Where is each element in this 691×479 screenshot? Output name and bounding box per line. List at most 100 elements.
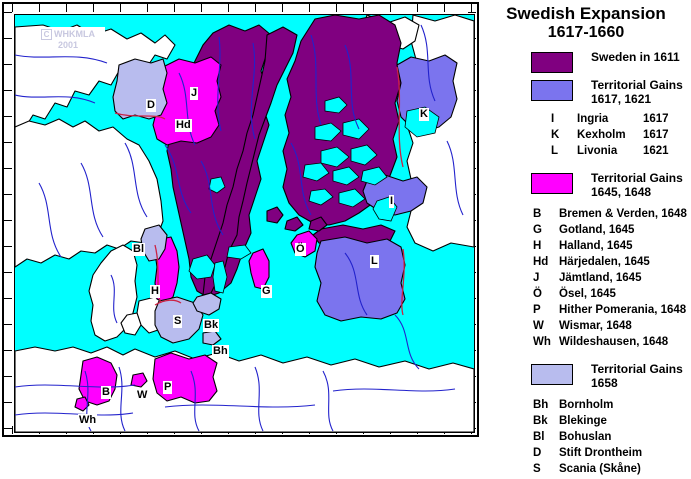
lake-finland-2 (314, 122, 342, 142)
border-halland (154, 244, 162, 304)
legend-abbrev-name: Wismar, 1648 (559, 320, 632, 332)
river-russia-1 (420, 24, 436, 102)
lake-finland-9 (308, 188, 334, 206)
border-sweden-russia (396, 66, 404, 168)
legend-abbrev-code: W (533, 320, 544, 332)
legend-abbrev-p: P Hither Pomerania, 1648 (481, 304, 691, 320)
river-finland-1 (310, 34, 322, 126)
rivers (15, 24, 464, 432)
legend-abbrev-d: D Stift Drontheim (481, 447, 691, 463)
map-label-p: P (163, 381, 173, 394)
map-label-w: W (136, 389, 149, 402)
river-elbe (118, 366, 126, 432)
legend-abbrev-bk: Bk Blekinge (481, 415, 691, 431)
legend-swatch-sublabel-gains1658: 1658 (591, 376, 618, 390)
river-north-1 (15, 54, 108, 64)
lake-finland-6 (302, 162, 330, 182)
tick-top (228, 4, 229, 12)
territory-aland-islands (266, 206, 284, 224)
legend-abbrev-: Ö Ösel, 1645 (481, 288, 691, 304)
lake-finland-1 (324, 96, 348, 114)
river-norway-2 (80, 162, 104, 238)
lake-finland-3 (342, 118, 370, 140)
tick-top (93, 4, 94, 12)
tick-left (4, 350, 12, 351)
legend-abbrev-name: Halland, 1645 (559, 240, 633, 252)
map-outer-frame: D J Hd K I L Ö Bl H G S Bk Bh B W P Wh C WHKMLA 2001 (2, 2, 479, 437)
tick-top (390, 4, 391, 12)
legend-entry-gains1617: Territorial Gains 1617, 1621 (481, 78, 691, 112)
legend-swatch-label-gains1645: Territorial Gains (591, 171, 683, 185)
river-scand-2 (250, 42, 256, 140)
legend-abbrev-code: Ö (533, 288, 542, 300)
legend-abbrev-bl: Bl Bohuslan (481, 431, 691, 447)
legend-abbrev-code: P (533, 304, 541, 316)
river-niemen (322, 370, 334, 432)
territory-archipelago-islet-1 (284, 216, 304, 232)
tick-top (201, 4, 202, 12)
map-label-l: L (370, 255, 379, 268)
tick-right (468, 12, 476, 13)
legend-abbrev-name: Kexholm (577, 129, 626, 141)
legend-abbrev-code: S (533, 463, 541, 475)
legend-abbrev-name: Jämtland, 1645 (559, 272, 642, 284)
tick-top (444, 4, 445, 12)
tick-left (4, 272, 12, 273)
legend-abbrev-code: Bk (533, 415, 548, 427)
legend-abbrev-name: Stift Drontheim (559, 447, 643, 459)
river-finland-2 (344, 44, 360, 130)
legend-abbrev-name: Livonia (577, 145, 618, 157)
watermark-year: 2001 (57, 40, 79, 51)
legend-abbrev-wh: Wh Wildeshausen, 1648 (481, 336, 691, 352)
lake-vanern (188, 254, 216, 280)
legend-abbrev-year: 1617 (643, 129, 669, 141)
legend-abbrev-name: Wildeshausen, 1648 (559, 336, 669, 348)
lake-ladoga (404, 106, 440, 138)
map-vector (15, 15, 474, 432)
tick-left (4, 38, 12, 39)
legend-abbrev-code: Bl (533, 431, 545, 443)
legend-swatch-sublabel-gains1645: 1645, 1648 (591, 185, 652, 199)
tick-top (282, 4, 283, 12)
legend-abbrev-code: K (551, 129, 560, 141)
map-label-bl: Bl (132, 243, 145, 256)
map-label-hd: Hd (175, 119, 192, 132)
territory-blekinge-1658 (192, 292, 222, 316)
legend-swatch-sublabel-gains1617: 1617, 1621 (591, 92, 652, 106)
map-label-h: H (150, 285, 160, 298)
legend-abbrev-w: W Wismar, 1648 (481, 320, 691, 336)
legend-entry-gains1645: Territorial Gains 1645, 1648 (481, 171, 691, 205)
legend-abbrev-code: J (533, 272, 540, 284)
river-scand-5 (200, 160, 224, 236)
tick-left (4, 64, 12, 65)
legend-swatch-label-sweden1611: Sweden in 1611 (591, 50, 680, 64)
map-label-bh: Bh (212, 345, 229, 358)
legend-abbrev-name: Härjedalen, 1645 (559, 256, 650, 268)
legend-abbrev-code: D (533, 447, 542, 459)
lake-finland-5 (350, 144, 378, 166)
border-scania (154, 299, 182, 306)
legend-abbrev-b: B Bremen & Verden, 1648 (481, 208, 691, 224)
tick-left (4, 402, 12, 403)
legend-abbrev-s: S Scania (Skåne) (481, 463, 691, 479)
legend-abbrev-name: Scania (Skåne) (559, 463, 641, 475)
legend-abbrev-k: K Kexholm 1617 (481, 129, 691, 145)
map-panel: D J Hd K I L Ö Bl H G S Bk Bh B W P Wh C WHKMLA 2001 (0, 0, 481, 439)
map-label-k: K (419, 108, 429, 121)
legend-abbrev-i: I Ingria 1617 (481, 113, 691, 129)
legend-abbrev-code: H (533, 240, 542, 252)
legend-swatch-gains1658 (531, 364, 573, 385)
tick-top (363, 4, 364, 12)
tick-top (174, 4, 175, 12)
territory-osel-islet (308, 216, 328, 232)
legend-swatch-label-gains1658: Territorial Gains (591, 362, 683, 376)
watermark-org: WHKMLA (54, 29, 95, 39)
tick-left (4, 376, 12, 377)
political-boundaries-red (114, 66, 405, 316)
territory-wismar-1648 (130, 372, 148, 388)
legend-abbrev-code: L (551, 145, 559, 157)
legend-panel: Swedish Expansion 1617-1660 Sweden in 16… (481, 0, 691, 475)
landmass-denmark-fyn (120, 312, 142, 336)
river-dvina (394, 314, 420, 370)
tick-left (4, 428, 12, 429)
